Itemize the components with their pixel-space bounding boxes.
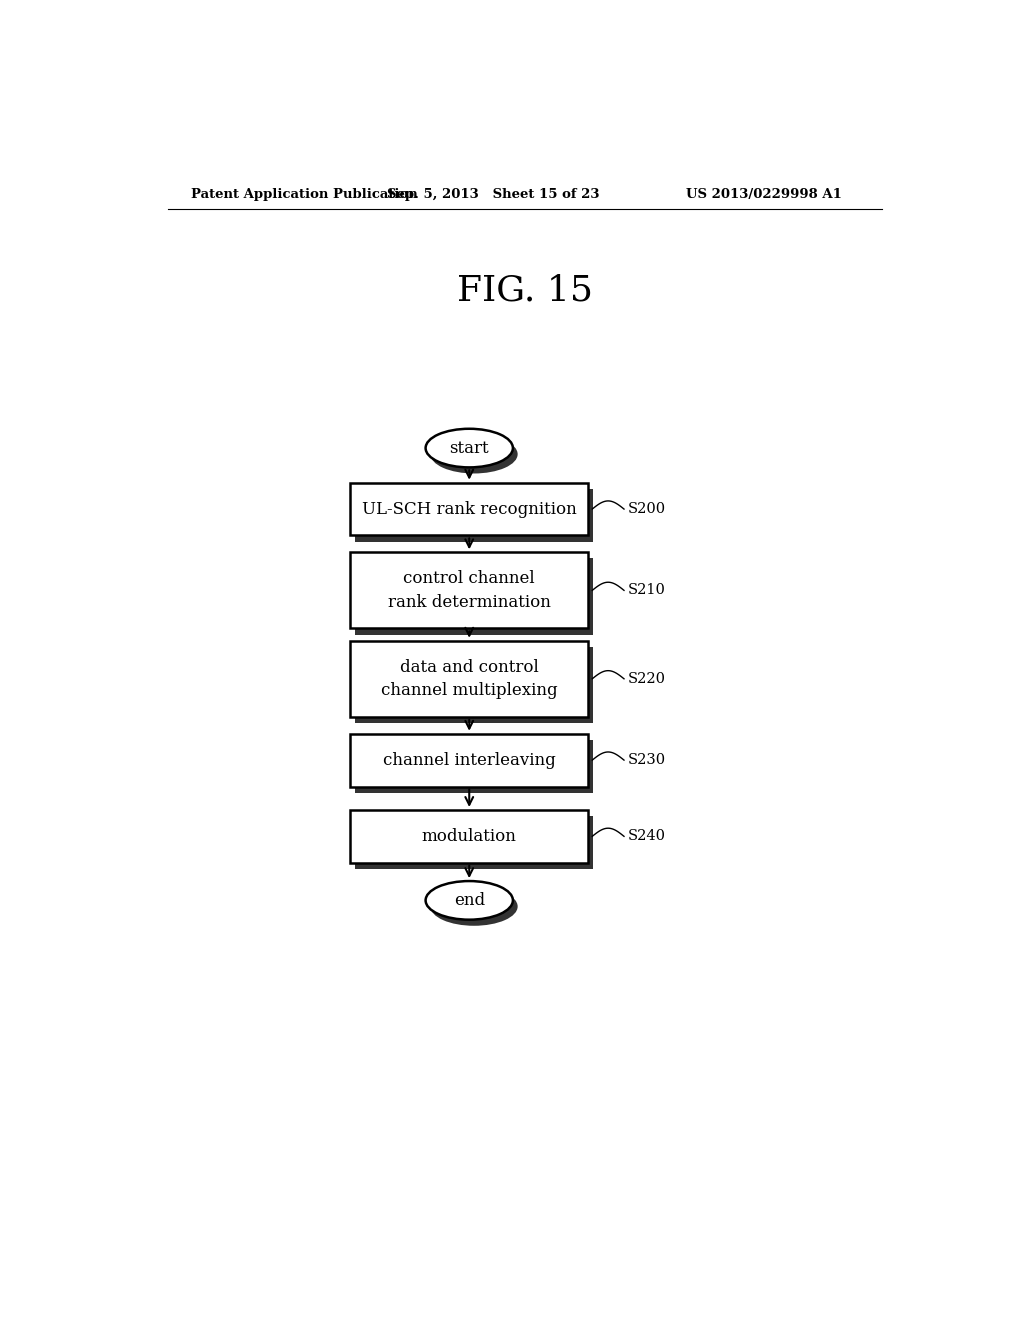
Ellipse shape — [430, 434, 518, 474]
Text: S240: S240 — [628, 829, 666, 843]
Bar — [355, 488, 593, 541]
Bar — [355, 558, 593, 635]
Text: S200: S200 — [628, 502, 666, 516]
Ellipse shape — [426, 429, 513, 467]
Bar — [350, 810, 588, 863]
Bar — [350, 552, 588, 628]
Text: data and control
channel multiplexing: data and control channel multiplexing — [381, 659, 557, 700]
Ellipse shape — [430, 887, 518, 925]
Text: Patent Application Publication: Patent Application Publication — [191, 189, 418, 202]
Text: S220: S220 — [628, 672, 666, 686]
Text: S230: S230 — [628, 754, 666, 767]
Text: channel interleaving: channel interleaving — [383, 751, 556, 768]
Text: Sep. 5, 2013   Sheet 15 of 23: Sep. 5, 2013 Sheet 15 of 23 — [387, 189, 599, 202]
Bar — [355, 816, 593, 869]
Ellipse shape — [426, 880, 513, 920]
Text: FIG. 15: FIG. 15 — [457, 273, 593, 308]
Text: modulation: modulation — [422, 828, 517, 845]
Text: S210: S210 — [628, 583, 666, 598]
Text: US 2013/0229998 A1: US 2013/0229998 A1 — [686, 189, 842, 202]
Bar — [355, 647, 593, 723]
Text: UL-SCH rank recognition: UL-SCH rank recognition — [361, 500, 577, 517]
Bar — [350, 734, 588, 787]
Text: start: start — [450, 440, 489, 457]
Text: end: end — [454, 892, 484, 909]
Text: control channel
rank determination: control channel rank determination — [388, 570, 551, 611]
Bar — [350, 483, 588, 536]
Bar — [350, 640, 588, 717]
Bar — [355, 739, 593, 792]
